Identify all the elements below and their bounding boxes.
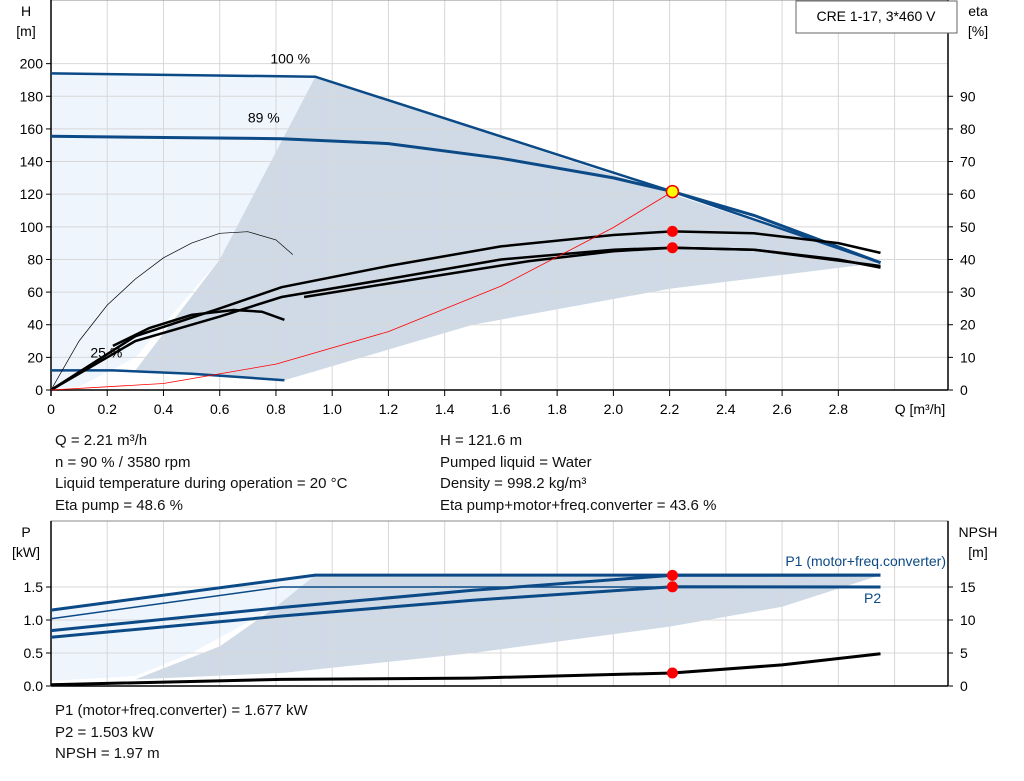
y-axis-label: H — [21, 3, 31, 19]
results-right: H = 121.6 m Pumped liquid = Water Densit… — [440, 430, 716, 516]
title-box — [795, 0, 958, 34]
p2-series-label: P2 — [864, 590, 881, 606]
y-tick-label: 60 — [27, 284, 43, 300]
y-tick-label: 140 — [20, 154, 44, 170]
eta-curve — [50, 231, 294, 391]
x-tick-label: 1.2 — [379, 401, 399, 417]
y2-tick-label: 90 — [960, 88, 976, 104]
y-tick-label: 80 — [27, 251, 43, 267]
speed-label: 25 % — [90, 344, 122, 360]
x-axis-label: Q [m³/h] — [895, 401, 946, 417]
y2-tick-label: 0 — [960, 678, 968, 694]
y2-tick-label: 0 — [960, 382, 968, 398]
y-tick-label: 0.0 — [24, 678, 44, 694]
operating-point — [666, 569, 678, 581]
y2-tick-label: 30 — [960, 284, 976, 300]
y2-tick-label: 70 — [960, 154, 976, 170]
speed-value: n = 90 % / 3580 rpm — [55, 453, 191, 471]
y-tick-label: 0.5 — [24, 645, 44, 661]
x-tick-label: 2.0 — [604, 401, 624, 417]
y2-axis-unit: [m] — [968, 544, 987, 560]
x-tick-label: 1.4 — [435, 401, 455, 417]
x-tick-label: 0.4 — [154, 401, 174, 417]
x-tick-label: 1.0 — [322, 401, 342, 417]
p1-value: P1 (motor+freq.converter) = 1.677 kW — [55, 702, 308, 719]
y2-tick-label: 10 — [960, 612, 976, 628]
x-tick-label: 0.2 — [98, 401, 118, 417]
eta-pump-value: Eta pump = 48.6 % — [55, 496, 183, 514]
x-tick-label: 2.8 — [829, 401, 849, 417]
density-value: Density = 998.2 kg/m³ — [440, 475, 587, 492]
y2-tick-label: 80 — [960, 121, 976, 137]
speed-label: 100 % — [270, 51, 310, 67]
y2-tick-label: 10 — [960, 349, 976, 365]
x-tick-label: 2.2 — [660, 401, 680, 417]
temperature-value: Liquid temperature during operation = 20… — [55, 475, 348, 492]
x-tick-label: 2.4 — [716, 401, 736, 417]
x-tick-label: 0 — [47, 401, 55, 417]
eta-total-value: Eta pump+motor+freq.converter = 43.6 % — [440, 496, 717, 514]
y2-axis-unit: [%] — [968, 23, 988, 39]
x-tick-label: 1.6 — [491, 401, 511, 417]
y2-tick-label: 5 — [960, 645, 968, 661]
y2-tick-label: 15 — [960, 579, 976, 595]
operating-point — [666, 242, 678, 254]
operating-point — [666, 225, 678, 237]
head-value: H = 121.6 m — [440, 432, 523, 449]
operating-point — [666, 667, 678, 679]
y2-axis-label: NPSH — [959, 524, 998, 540]
y-axis-label: P — [21, 524, 30, 540]
y-tick-label: 160 — [20, 121, 44, 137]
operating-point — [666, 581, 678, 593]
results-power: P1 (motor+freq.converter) = 1.677 kW P2 … — [55, 700, 308, 765]
y2-tick-label: 40 — [960, 251, 976, 267]
y-tick-label: 1.0 — [24, 612, 44, 628]
x-tick-label: 2.6 — [772, 401, 792, 417]
p2-value: P2 = 1.503 kW — [55, 723, 154, 741]
y2-tick-label: 60 — [960, 186, 976, 202]
eta-curve — [303, 246, 881, 299]
results-left: Q = 2.21 m³/h n = 90 % / 3580 rpm Liquid… — [55, 430, 347, 516]
p1-series-label: P1 (motor+freq.converter) — [785, 553, 946, 569]
eta-curve — [50, 230, 881, 392]
liquid-value: Pumped liquid = Water — [440, 453, 592, 471]
y-axis-unit: [m] — [16, 23, 35, 39]
flow-value: Q = 2.21 m³/h — [55, 432, 148, 449]
y-tick-label: 120 — [20, 186, 44, 202]
low-efficiency-area — [51, 73, 316, 391]
y-tick-label: 100 — [20, 219, 44, 235]
system-curve — [50, 191, 673, 391]
npsh-value: NPSH = 1.97 m — [55, 745, 160, 762]
y-axis-unit: [kW] — [12, 544, 40, 560]
y-tick-label: 20 — [27, 349, 43, 365]
y2-tick-label: 20 — [960, 317, 976, 333]
x-tick-label: 0.8 — [266, 401, 286, 417]
x-tick-label: 0.6 — [210, 401, 230, 417]
npsh-curve — [50, 652, 881, 687]
eta-curve — [112, 308, 285, 348]
x-tick-label: 1.8 — [547, 401, 567, 417]
chart-title: CRE 1-17, 3*460 V — [816, 8, 936, 24]
qh-curve — [50, 134, 882, 265]
y2-axis-label: eta — [968, 3, 988, 19]
qh-curve — [50, 72, 881, 264]
speed-label: 89 % — [248, 109, 280, 125]
y2-tick-label: 50 — [960, 219, 976, 235]
y-tick-label: 180 — [20, 88, 44, 104]
power-curve — [50, 573, 881, 633]
operating-point — [665, 184, 680, 199]
y-tick-label: 200 — [20, 56, 44, 72]
power-curve — [50, 585, 881, 639]
operating-area — [135, 76, 881, 381]
y-tick-label: 1.5 — [24, 579, 44, 595]
y-tick-label: 0 — [35, 382, 43, 398]
y-tick-label: 40 — [27, 317, 43, 333]
